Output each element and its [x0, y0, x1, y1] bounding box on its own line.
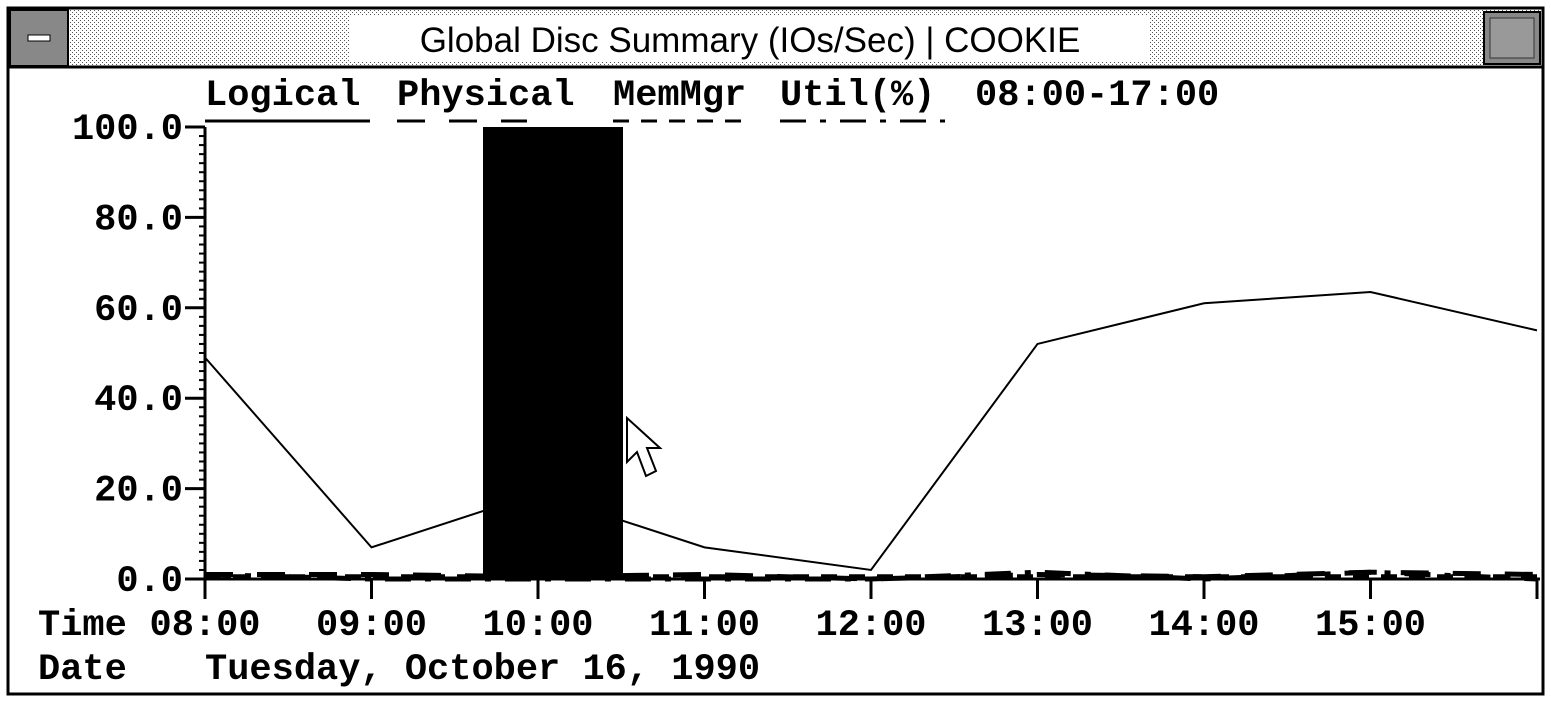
series-line — [204, 569, 1538, 582]
y-tick-label: 20.0 — [94, 471, 183, 513]
mouse-cursor — [626, 415, 663, 478]
x-tick-label: 15:00 — [1315, 605, 1426, 647]
x-tick-label: 08:00 — [149, 605, 260, 647]
x-axis-label: Time — [38, 605, 127, 647]
y-tick-label: 60.0 — [94, 290, 183, 332]
series-line — [205, 569, 1538, 582]
legend-label: Logical — [205, 75, 360, 117]
x-tick-label: 11:00 — [649, 605, 760, 647]
x-tick-label: 12:00 — [815, 605, 926, 647]
close-button-face — [1489, 17, 1535, 59]
y-tick-label: 80.0 — [94, 199, 183, 241]
date: Tuesday, October 16, 1990 — [205, 649, 760, 691]
x-tick-label: 13:00 — [982, 605, 1093, 647]
chart: Logical Physical MemMgr Util(%) 08:00-17:00 0… — [38, 75, 1540, 691]
date-label: Date — [38, 649, 127, 691]
y-tick-label: 0.0 — [116, 561, 183, 603]
legend-label: MemMgr — [613, 75, 746, 117]
period-label: 08:00-17:00 — [975, 75, 1219, 117]
x-tick-label: 09:00 — [316, 605, 427, 647]
window-title: Global Disc Summary (IOs/Sec) | COOKIE — [420, 21, 1081, 60]
y-tick-label: 40.0 — [94, 380, 183, 422]
x-tick-label: 10:00 — [482, 605, 593, 647]
legend-label: Util(%) — [780, 75, 935, 117]
series-line — [204, 290, 1538, 572]
title-backdrop — [350, 16, 1150, 62]
y-tick-label: 100.0 — [72, 109, 183, 151]
x-tick-label: 14:00 — [1148, 605, 1259, 647]
legend-label: Physical — [397, 75, 575, 117]
window-border — [6, 6, 1545, 696]
system-menu-icon — [27, 34, 51, 42]
selection-highlight — [483, 127, 623, 578]
